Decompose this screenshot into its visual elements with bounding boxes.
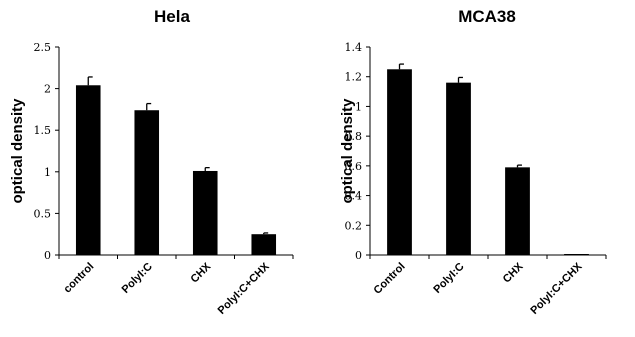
y-tick-label: 2 [44,83,51,96]
y-tick-label: 0.6 [345,160,363,173]
bar-3 [192,170,218,255]
y-tick-label: 0 [44,249,51,262]
bar-2 [446,82,471,256]
y-tick-label: 1.2 [345,71,363,84]
y-tick-label: 0.8 [345,130,363,143]
x-tick-label: PolyI:C [120,261,155,296]
y-axis-label: optical density [339,98,356,204]
bar-3 [505,167,530,255]
y-axis-label: optical density [9,98,26,204]
x-tick-label: CHX [501,260,526,285]
bar-1 [387,69,412,256]
y-tick-label: 0.4 [345,190,363,203]
x-tick-label: Control [371,261,407,297]
y-tick-label: 1.4 [345,41,363,54]
y-tick-label: 1 [44,166,51,179]
x-tick-label: PolyI:C+CHX [528,260,585,317]
x-tick-label: PolyI:C [431,261,466,296]
y-tick-label: 2.5 [34,41,52,54]
x-tick-label: CHX [188,260,213,285]
y-tick-label: 0 [355,249,362,262]
y-tick-label: 0.2 [345,219,363,232]
y-tick-label: 1.5 [34,124,52,137]
chart-title: Hela [154,7,190,26]
y-tick-label: 1 [355,100,362,113]
bar-1 [75,85,101,255]
chart-1: Hela optical density 0 0.5 1 1.5 2 2.5 control Po… [9,7,294,317]
x-tick-label: control [62,261,97,296]
bar-4 [251,234,277,255]
x-tick-label: PolyI:C+CHX [216,260,273,317]
chart-title: MCA38 [458,7,516,26]
bar-4 [564,254,589,255]
y-tick-label: 0.5 [34,207,52,220]
bar-2 [134,110,160,256]
chart-2: MCA38 optical density 0 0.2 0.4 0.6 0.8 1 1.2 1.4… [339,7,607,317]
